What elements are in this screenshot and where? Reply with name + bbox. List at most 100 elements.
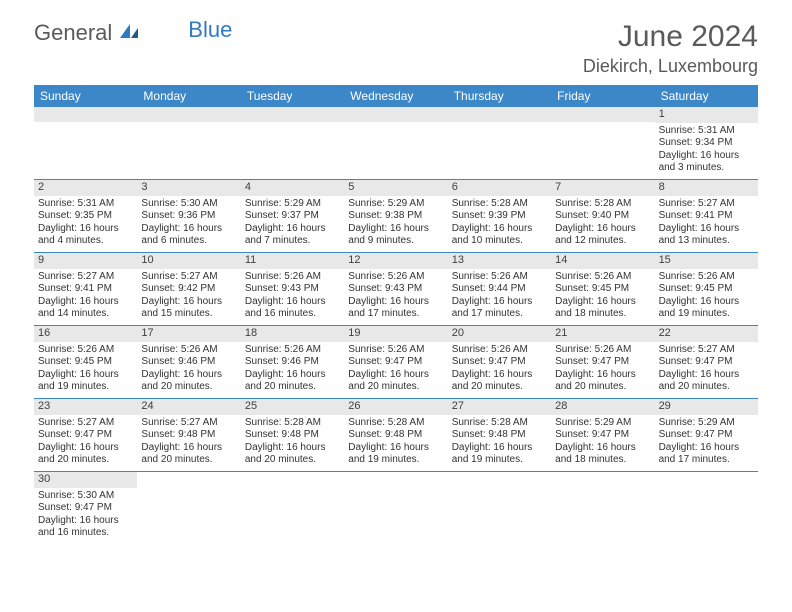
day-number: 14 (551, 253, 654, 269)
day-info-line: and 4 minutes. (38, 235, 133, 248)
day-number: 16 (34, 326, 137, 342)
day-number: 12 (344, 253, 447, 269)
day-info-line: and 20 minutes. (452, 381, 547, 394)
week-row: 2 Sunrise: 5:31 AMSunset: 9:35 PM Daylight… (34, 180, 758, 253)
day-info-line: Daylight: 16 hours (348, 296, 443, 309)
day-info-line: Sunset: 9:47 PM (38, 502, 133, 515)
day-header: Tuesday (241, 85, 344, 107)
day-cell: 15Sunrise: 5:26 AMSunset: 9:45 PMDayligh… (655, 253, 758, 325)
day-info-line: Sunrise: 5:27 AM (141, 271, 236, 284)
day-info-line: Sunrise: 5:28 AM (555, 198, 650, 211)
day-cell (344, 107, 447, 179)
day-header-row: SundayMondayTuesdayWednesdayThursdayFrid… (34, 85, 758, 107)
day-cell: 5Sunrise: 5:29 AMSunset: 9:38 PMDaylight… (344, 180, 447, 252)
day-number: 29 (655, 399, 758, 415)
day-cell (655, 472, 758, 544)
day-cell (448, 107, 551, 179)
day-header: Friday (551, 85, 654, 107)
day-info-line: and 19 minutes. (38, 381, 133, 394)
day-cell (137, 472, 240, 544)
day-info-line: and 19 minutes. (452, 454, 547, 467)
day-info-line: Daylight: 16 hours (141, 442, 236, 455)
day-cell: 18Sunrise: 5:26 AMSunset: 9:46 PMDayligh… (241, 326, 344, 398)
day-number: 9 (34, 253, 137, 269)
week-row: 16Sunrise: 5:26 AMSunset: 9:45 PMDayligh… (34, 326, 758, 399)
day-info-line: Sunset: 9:42 PM (141, 283, 236, 296)
day-cell: 30Sunrise: 5:30 AMSunset: 9:47 PMDayligh… (34, 472, 137, 544)
day-cell: 11Sunrise: 5:26 AMSunset: 9:43 PMDayligh… (241, 253, 344, 325)
day-info-line: Daylight: 16 hours (38, 442, 133, 455)
day-info-line: Sunrise: 5:27 AM (659, 198, 754, 211)
day-info-line: Sunrise: 5:26 AM (555, 271, 650, 284)
empty-day-strip (344, 107, 447, 122)
day-number: 25 (241, 399, 344, 415)
day-info-line: Daylight: 16 hours (555, 296, 650, 309)
day-cell: 26Sunrise: 5:28 AMSunset: 9:48 PMDayligh… (344, 399, 447, 471)
day-info-line: and 20 minutes. (245, 381, 340, 394)
day-info-line: Daylight: 16 hours (555, 442, 650, 455)
day-info-line: and 13 minutes. (659, 235, 754, 248)
day-number: 6 (448, 180, 551, 196)
day-cell (551, 107, 654, 179)
day-info-line: Daylight: 16 hours (659, 442, 754, 455)
day-info-line: and 14 minutes. (38, 308, 133, 321)
day-cell: 16Sunrise: 5:26 AMSunset: 9:45 PMDayligh… (34, 326, 137, 398)
day-info-line: Sunrise: 5:29 AM (659, 417, 754, 430)
day-info-line: and 18 minutes. (555, 308, 650, 321)
day-info-line: Sunrise: 5:26 AM (555, 344, 650, 357)
empty-day-strip (448, 107, 551, 122)
day-info-line: and 12 minutes. (555, 235, 650, 248)
day-number: 2 (34, 180, 137, 196)
weeks-container: 1Sunrise: 5:31 AMSunset: 9:34 PMDaylight… (34, 107, 758, 544)
day-info-line: and 18 minutes. (555, 454, 650, 467)
day-info-line: Sunset: 9:47 PM (452, 356, 547, 369)
day-header: Thursday (448, 85, 551, 107)
day-number: 1 (655, 107, 758, 123)
day-info-line: Daylight: 16 hours (555, 223, 650, 236)
day-info-line: Daylight: 16 hours (452, 296, 547, 309)
day-info-line: Sunrise: 5:31 AM (659, 125, 754, 138)
day-info-line: Sunset: 9:47 PM (659, 429, 754, 442)
day-cell: 17Sunrise: 5:26 AMSunset: 9:46 PMDayligh… (137, 326, 240, 398)
day-info-line: Sunrise: 5:28 AM (245, 417, 340, 430)
day-info-line: Sunrise: 5:26 AM (659, 271, 754, 284)
day-cell: 13Sunrise: 5:26 AMSunset: 9:44 PMDayligh… (448, 253, 551, 325)
day-info-line: Sunset: 9:35 PM (38, 210, 133, 223)
day-info-line: Sunrise: 5:27 AM (38, 417, 133, 430)
day-info-line: Sunrise: 5:28 AM (452, 417, 547, 430)
day-info-line: and 20 minutes. (141, 381, 236, 394)
day-cell (551, 472, 654, 544)
day-info-line: Sunrise: 5:27 AM (141, 417, 236, 430)
day-info-line: Daylight: 16 hours (141, 296, 236, 309)
day-number: 22 (655, 326, 758, 342)
day-info-line: Daylight: 16 hours (348, 223, 443, 236)
day-info-line: Sunrise: 5:28 AM (452, 198, 547, 211)
empty-day-strip (551, 107, 654, 122)
day-header: Sunday (34, 85, 137, 107)
day-info-line: Sunset: 9:48 PM (348, 429, 443, 442)
day-info-line: Sunset: 9:37 PM (245, 210, 340, 223)
day-info-line: Sunrise: 5:26 AM (452, 344, 547, 357)
day-number: 15 (655, 253, 758, 269)
day-info-line: Sunset: 9:47 PM (348, 356, 443, 369)
day-info-line: Sunrise: 5:26 AM (245, 271, 340, 284)
day-number: 13 (448, 253, 551, 269)
day-info-line: Sunset: 9:45 PM (38, 356, 133, 369)
day-cell: 1Sunrise: 5:31 AMSunset: 9:34 PMDaylight… (655, 107, 758, 179)
title-block: June 2024 Diekirch, Luxembourg (583, 20, 758, 77)
empty-day-strip (137, 107, 240, 122)
day-info-line: Daylight: 16 hours (659, 223, 754, 236)
day-number: 30 (34, 472, 137, 488)
day-info-line: Daylight: 16 hours (452, 223, 547, 236)
day-info-line: and 20 minutes. (348, 381, 443, 394)
day-cell: 14Sunrise: 5:26 AMSunset: 9:45 PMDayligh… (551, 253, 654, 325)
day-info-line: and 20 minutes. (659, 381, 754, 394)
day-number: 21 (551, 326, 654, 342)
day-header: Wednesday (344, 85, 447, 107)
day-number: 4 (241, 180, 344, 196)
day-info-line: Sunset: 9:44 PM (452, 283, 547, 296)
day-cell: 9Sunrise: 5:27 AMSunset: 9:41 PMDaylight… (34, 253, 137, 325)
day-info-line: Sunrise: 5:29 AM (555, 417, 650, 430)
day-info-line: Sunrise: 5:31 AM (38, 198, 133, 211)
day-info-line: Sunset: 9:43 PM (245, 283, 340, 296)
